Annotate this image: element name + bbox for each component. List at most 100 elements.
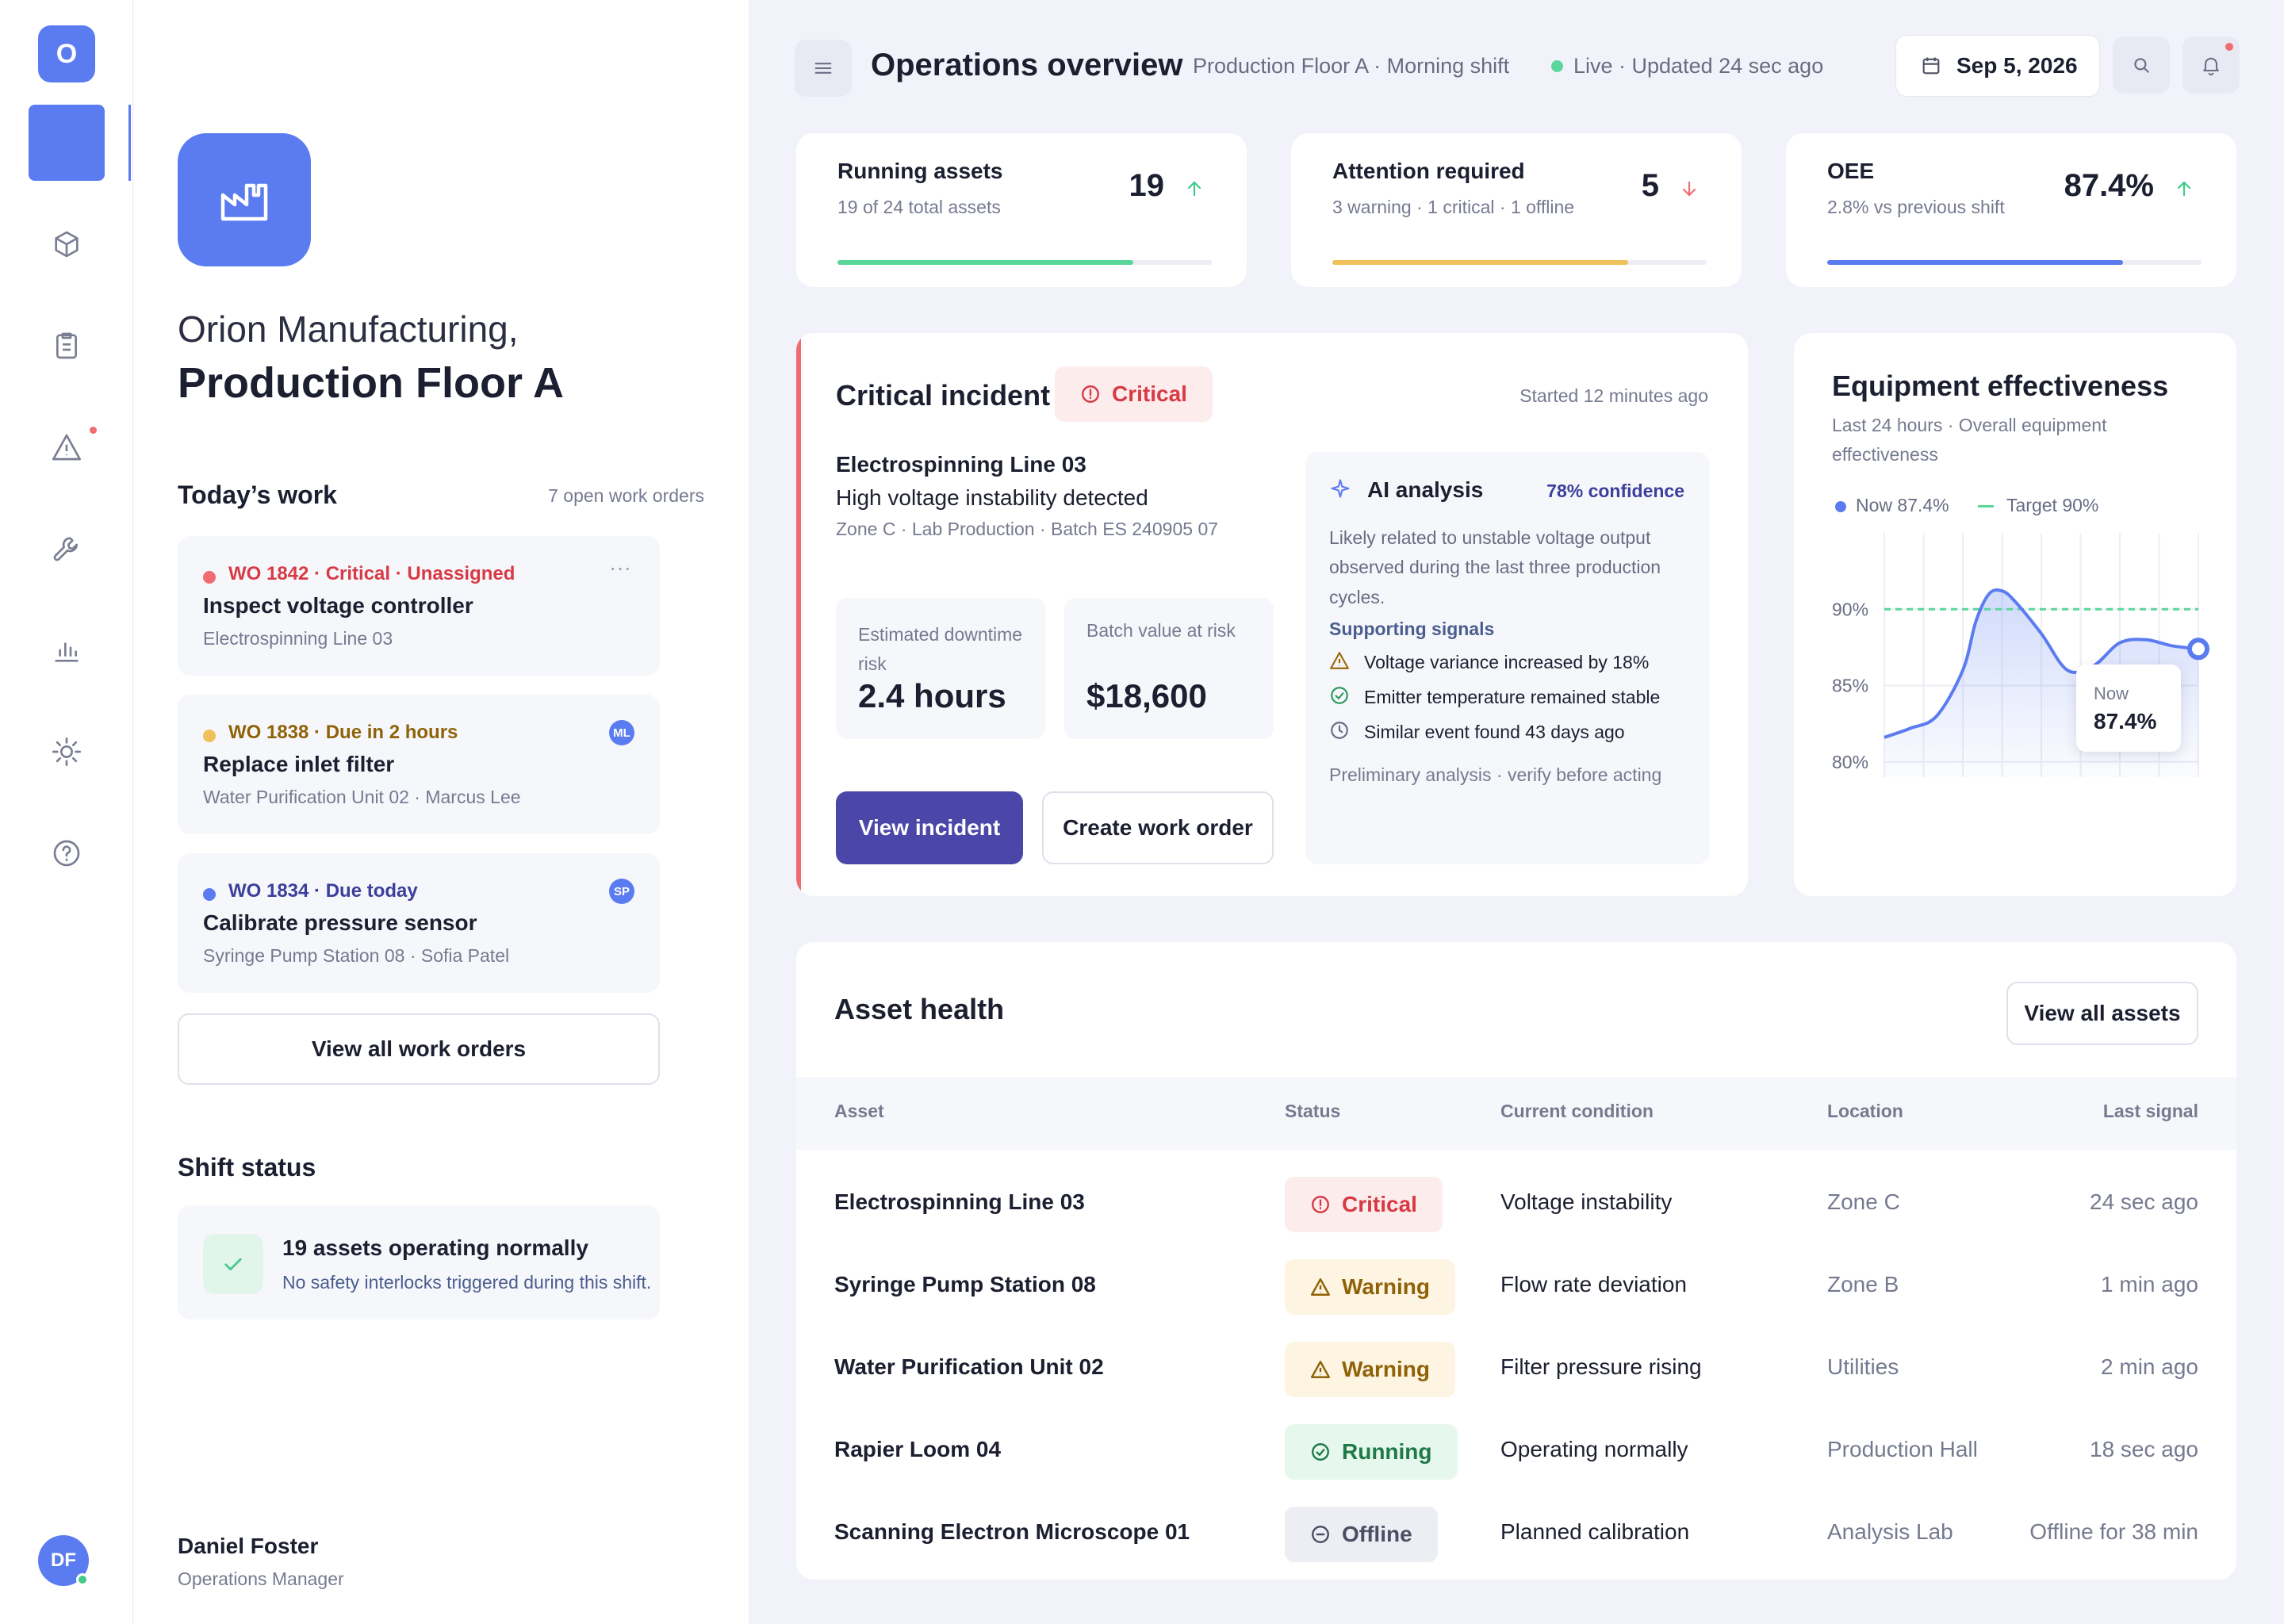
asset-name: Rapier Loom 04 (834, 1437, 1002, 1461)
cube-icon[interactable] (48, 225, 86, 263)
app-logo[interactable]: O (38, 25, 95, 82)
kpi-value: 5 (1641, 168, 1659, 203)
table-row[interactable]: Electrospinning Line 03 Critical Voltage… (796, 1169, 2236, 1240)
equipment-subtitle: Last 24 hours · Overall equipment effect… (1832, 415, 2107, 465)
create-work-order-button[interactable]: Create work order (1042, 791, 1274, 864)
column-header-asset[interactable]: Asset (834, 1101, 884, 1121)
view-incident-button[interactable]: View incident (836, 791, 1023, 864)
ai-analysis-panel: AI analysis 78% confidence Likely relate… (1305, 452, 1710, 864)
kpi-progress-track (1827, 260, 2202, 265)
work-order-meta: WO 1838 · Due in 2 hours (228, 722, 458, 743)
arrow-up-icon (1187, 181, 1201, 197)
more-options-icon[interactable]: ··· (609, 555, 631, 580)
table-row[interactable]: Scanning Electron Microscope 01 Offline … (796, 1499, 2236, 1570)
view-all-work-orders-button[interactable]: View all work orders (178, 1013, 660, 1085)
date-picker[interactable]: Sep 5, 2026 (1895, 35, 2100, 97)
y-tick-label: 85% (1832, 676, 1868, 696)
column-header-location[interactable]: Location (1827, 1101, 1903, 1121)
sparkle-icon (1331, 479, 1350, 498)
priority-dot (203, 571, 216, 584)
column-header-status[interactable]: Status (1285, 1101, 1341, 1121)
legend-now: Now 87.4% (1856, 495, 1949, 515)
asset-name: Scanning Electron Microscope 01 (834, 1519, 1190, 1544)
table-row[interactable]: Rapier Loom 04 Running Operating normall… (796, 1416, 2236, 1488)
ai-confidence: 78% confidence (1546, 481, 1684, 501)
work-order-card[interactable]: WO 1834 · Due today SP Calibrate pressur… (178, 853, 660, 993)
user-name: Daniel Foster (178, 1534, 319, 1558)
asset-condition: Planned calibration (1500, 1519, 1690, 1544)
asset-location: Utilities (1827, 1354, 1899, 1379)
notification-dot (2225, 43, 2233, 51)
page-context: Production Floor A · Morning shift (1193, 54, 1510, 78)
clipboard-icon[interactable] (48, 327, 86, 365)
left-panel: Orion Manufacturing, Production Floor A … (133, 0, 749, 1624)
help-icon[interactable] (48, 834, 86, 872)
equipment-title: Equipment effectiveness (1832, 370, 2169, 402)
incident-started: Started 12 minutes ago (1519, 385, 1708, 406)
asset-condition: Flow rate deviation (1500, 1272, 1688, 1297)
asset-condition: Operating normally (1500, 1437, 1688, 1461)
incident-asset: Electrospinning Line 03 (836, 452, 1086, 477)
asset-name: Water Purification Unit 02 (834, 1354, 1104, 1379)
kpi-attention-required[interactable]: Attention required 3 warning · 1 critica… (1291, 133, 1742, 287)
open-work-orders-count: 7 open work orders (548, 485, 704, 506)
signal-item: Voltage variance increased by 18% (1364, 652, 1650, 672)
batch-value: $18,600 (1086, 677, 1207, 714)
asset-last-signal: 18 sec ago (2090, 1437, 2198, 1461)
status-badge-critical: Critical (1285, 1177, 1443, 1232)
status-badge-warning: Warning (1285, 1342, 1455, 1397)
asset-location: Production Hall (1827, 1437, 1978, 1461)
check-circle-icon (1312, 1443, 1329, 1461)
wrench-icon[interactable] (48, 530, 86, 568)
kpi-oee[interactable]: OEE 2.8% vs previous shift 87.4% (1786, 133, 2236, 287)
critical-accent-bar (796, 333, 801, 896)
supporting-signals-title: Supporting signals (1329, 619, 1495, 639)
view-all-assets-button[interactable]: View all assets (2006, 982, 2198, 1045)
current-value-point[interactable] (2187, 638, 2209, 661)
status-label: Running (1342, 1439, 1432, 1464)
work-order-card[interactable]: WO 1842 · Critical · Unassigned ··· Insp… (178, 536, 660, 676)
asset-last-signal: Offline for 38 min (2029, 1519, 2198, 1544)
signal-item: Emitter temperature remained stable (1364, 687, 1661, 707)
column-header-last-signal[interactable]: Last signal (2102, 1101, 2198, 1121)
shift-status-card: 19 assets operating normally No safety i… (178, 1205, 660, 1320)
work-order-title: Inspect voltage controller (203, 593, 473, 618)
search-icon[interactable] (2113, 36, 2170, 94)
work-order-meta: WO 1842 · Critical · Unassigned (228, 563, 515, 584)
alert-triangle-icon[interactable] (48, 428, 86, 466)
settings-sun-icon[interactable] (48, 733, 86, 771)
bar-chart-icon[interactable] (48, 631, 86, 669)
status-label: Warning (1342, 1274, 1430, 1299)
warning-icon (1330, 652, 1349, 669)
user-role: Operations Manager (178, 1568, 344, 1589)
calendar-icon (1922, 57, 1940, 75)
status-label: Warning (1342, 1357, 1430, 1381)
kpi-running-assets[interactable]: Running assets 19 of 24 total assets 19 (796, 133, 1247, 287)
chart-tooltip: Now 87.4% (2076, 665, 2181, 752)
table-row[interactable]: Syringe Pump Station 08 Warning Flow rat… (796, 1251, 2236, 1323)
kpi-subtitle: 3 warning · 1 critical · 1 offline (1332, 197, 1575, 217)
menu-icon[interactable] (795, 40, 852, 97)
kpi-progress-fill (837, 260, 1133, 265)
work-order-card[interactable]: WO 1838 · Due in 2 hours ML Replace inle… (178, 695, 660, 834)
batch-value-box: Batch value at risk $18,600 (1064, 598, 1274, 739)
critical-incident-card: Critical incident Critical Started 12 mi… (796, 333, 1748, 896)
table-row[interactable]: Water Purification Unit 02 Warning Filte… (796, 1334, 2236, 1405)
kpi-progress-fill (1827, 260, 2123, 265)
equipment-effectiveness-card: Equipment effectiveness Last 24 hours · … (1794, 333, 2236, 896)
status-badge-offline: Offline (1285, 1507, 1438, 1562)
live-status: Live · Updated 24 sec ago (1573, 54, 1824, 78)
asset-last-signal: 2 min ago (2101, 1354, 2198, 1379)
work-order-subtitle: Electrospinning Line 03 (203, 628, 393, 649)
kpi-subtitle: 19 of 24 total assets (837, 197, 1001, 217)
status-label: Critical (1342, 1192, 1417, 1216)
kpi-value: 19 (1129, 168, 1165, 203)
minus-circle-icon (1312, 1526, 1329, 1543)
asset-location: Analysis Lab (1827, 1519, 1953, 1544)
status-badge-warning: Warning (1285, 1259, 1455, 1315)
kpi-progress-track (1332, 260, 1707, 265)
column-header-condition[interactable]: Current condition (1500, 1101, 1654, 1121)
nav-item-dashboard[interactable] (29, 105, 105, 181)
priority-dot (203, 730, 216, 742)
asset-last-signal: 24 sec ago (2090, 1189, 2198, 1214)
